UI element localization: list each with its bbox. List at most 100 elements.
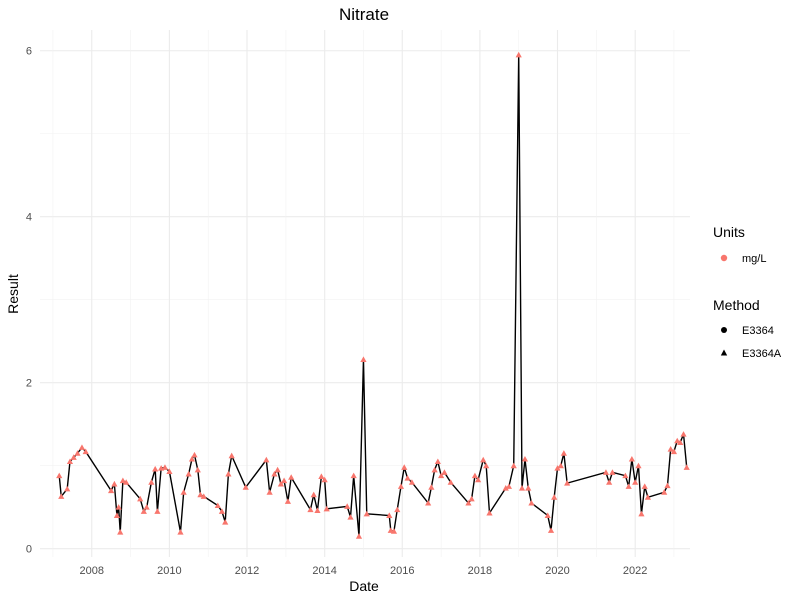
data-point (185, 470, 192, 477)
data-point (113, 512, 121, 518)
data-point (434, 458, 441, 465)
chart-title: Nitrate (339, 5, 389, 24)
series-line (58, 54, 688, 537)
data-point (632, 479, 639, 485)
data-point (242, 484, 249, 490)
data-point (58, 493, 65, 499)
data-point (518, 485, 526, 491)
data-point (486, 509, 493, 516)
data-point (200, 493, 207, 499)
data-point (447, 479, 454, 485)
legend: Units mg/L Method E3364 E3364A (713, 224, 782, 360)
data-point (644, 494, 652, 500)
y-tick-label: 4 (26, 212, 32, 224)
data-point (680, 431, 687, 437)
y-tick-label: 0 (26, 544, 32, 556)
data-point (107, 487, 115, 494)
data-point (318, 473, 325, 479)
data-point (274, 466, 281, 473)
data-point (154, 508, 161, 514)
data-point (64, 485, 71, 492)
data-point (148, 479, 155, 485)
data-point (394, 506, 401, 513)
x-tick-label: 2018 (468, 565, 492, 577)
x-tick-label: 2020 (545, 565, 569, 577)
data-point (547, 527, 555, 533)
data-point (390, 528, 398, 534)
y-axis-ticks: 0 2 4 6 (26, 46, 32, 556)
data-point (78, 444, 86, 450)
data-point (263, 456, 270, 463)
data-point (119, 477, 126, 484)
data-point (307, 506, 314, 513)
data-point (323, 505, 330, 512)
data-point (310, 491, 317, 498)
data-point (521, 455, 529, 462)
data-point (564, 480, 571, 486)
data-point (344, 503, 351, 509)
data-point (483, 462, 490, 469)
data-point (471, 472, 479, 479)
data-point (528, 499, 535, 506)
data-point (428, 484, 435, 490)
data-point (277, 480, 284, 487)
data-point (177, 529, 184, 535)
data-point (280, 477, 288, 484)
data-point (609, 469, 616, 475)
data-point (271, 470, 278, 477)
data-point (143, 504, 150, 510)
data-point (188, 455, 196, 462)
data-point (677, 439, 684, 445)
data-point (468, 495, 475, 502)
data-point (115, 504, 122, 510)
data-point (214, 502, 221, 509)
data-point (480, 456, 487, 463)
legend-key-mg-l (720, 254, 728, 262)
data-point (347, 514, 354, 520)
data-point (56, 472, 63, 479)
y-tick-label: 2 (26, 378, 32, 390)
data-point (465, 499, 472, 506)
legend-key-e3364a (720, 349, 728, 356)
data-point (397, 483, 405, 489)
data-point (683, 464, 690, 470)
y-tick-label: 6 (26, 46, 32, 58)
x-tick-label: 2010 (157, 565, 181, 577)
data-point (641, 483, 648, 489)
data-point (288, 474, 295, 480)
data-point (425, 499, 432, 506)
data-point (321, 476, 328, 483)
data-point (228, 452, 235, 459)
data-point (197, 491, 204, 498)
data-point (505, 483, 513, 489)
data-point (408, 479, 416, 485)
legend-title-method: Method (713, 297, 760, 313)
data-point (350, 472, 357, 479)
legend-label-e3364: E3364 (742, 325, 774, 337)
series-markers (56, 51, 690, 539)
data-point (191, 451, 198, 458)
data-point (551, 494, 558, 500)
data-point (557, 462, 564, 469)
data-point (194, 466, 201, 473)
data-point (515, 51, 522, 58)
data-point (661, 489, 668, 495)
data-point (438, 472, 445, 479)
data-point (625, 483, 632, 489)
x-tick-label: 2022 (623, 565, 647, 577)
legend-label-e3364a: E3364A (742, 348, 782, 360)
data-point (66, 458, 74, 465)
data-point (70, 454, 77, 460)
legend-title-units: Units (713, 224, 745, 240)
data-point (111, 480, 118, 487)
data-point (667, 446, 674, 452)
legend-key-e3364 (721, 327, 727, 333)
data-point (638, 510, 645, 517)
data-point (74, 450, 81, 456)
x-axis-ticks: 2008 2010 2012 2014 2016 2018 2020 2022 (80, 565, 648, 577)
x-tick-label: 2016 (390, 565, 414, 577)
data-point (544, 512, 551, 518)
data-point (123, 479, 130, 485)
data-point (554, 465, 561, 471)
